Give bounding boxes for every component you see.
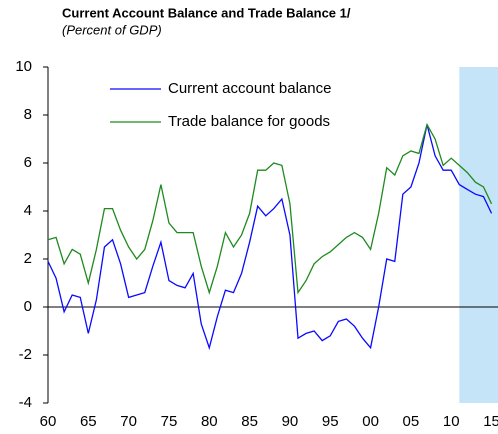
y-tick-label: 2 [24,250,32,267]
x-tick-label: 70 [120,413,137,430]
y-tick-label: 8 [24,106,32,123]
x-tick-label: 80 [201,413,218,430]
x-tick-label: 65 [80,413,97,430]
y-tick-label: -4 [19,394,32,411]
x-tick-label: 85 [241,413,258,430]
series-line [47,124,493,351]
y-tick-label: 0 [24,298,32,315]
chart-subtitle: (Percent of GDP) [62,22,162,37]
x-tick-label: 60 [40,413,57,430]
x-tick-label: 00 [362,413,379,430]
y-tick-label: 6 [24,154,32,171]
y-tick-label: 4 [24,202,32,219]
x-tick-label: 05 [403,413,420,430]
chart-title: Current Account Balance and Trade Balanc… [62,5,351,20]
x-tick-label: 75 [161,413,178,430]
x-tick-label: 15 [483,413,498,430]
forecast-shade [459,67,498,403]
x-tick-label: 10 [443,413,460,430]
x-tick-label: 90 [282,413,299,430]
series-line [47,122,493,295]
y-tick-label: 10 [15,58,32,75]
y-tick-label: -2 [19,346,32,363]
legend-label: Current account balance [168,80,331,97]
legend-label: Trade balance for goods [168,113,330,130]
x-tick-label: 95 [322,413,339,430]
